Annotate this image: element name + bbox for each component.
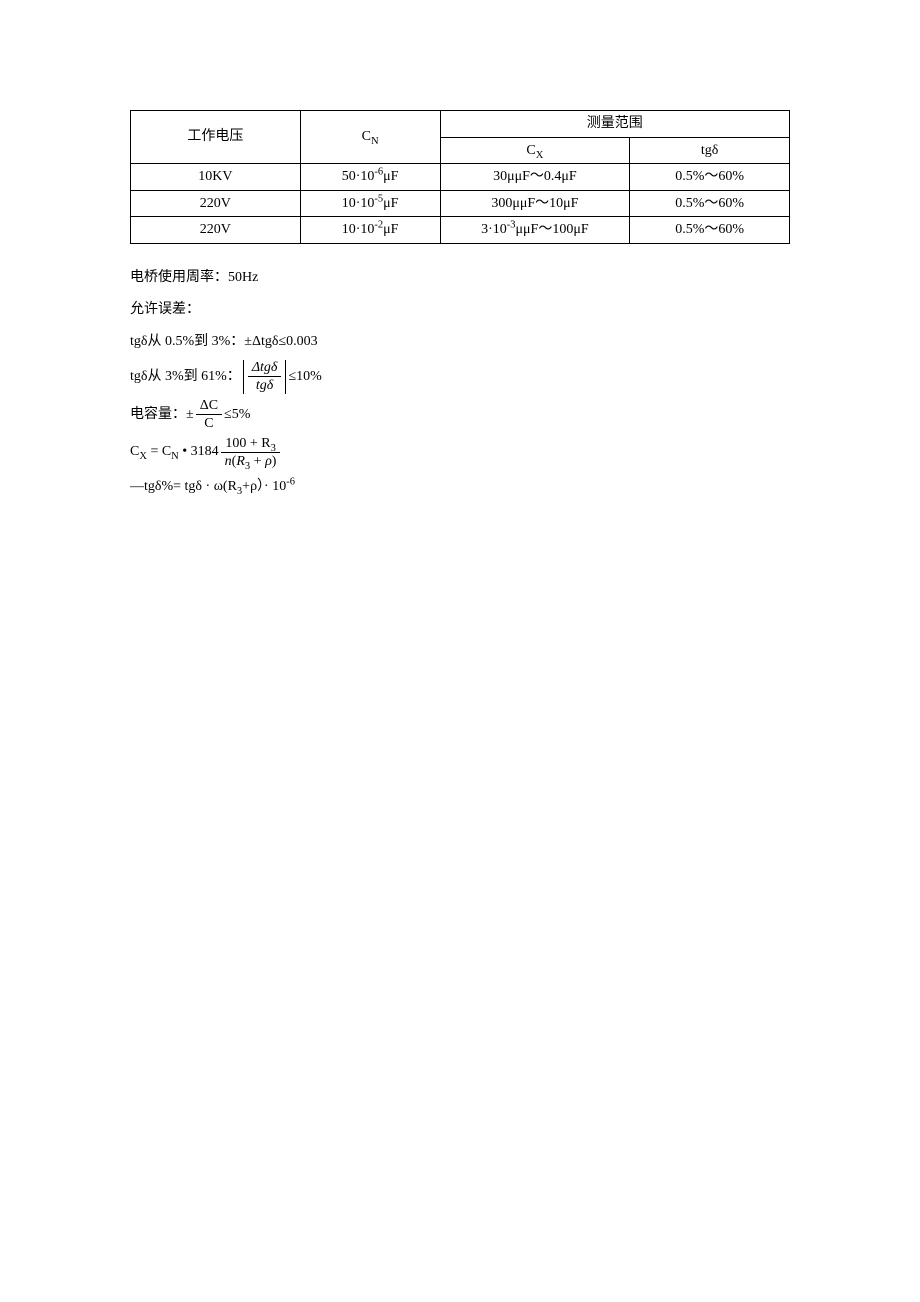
- fraction: Δtgδ tgδ: [248, 360, 282, 394]
- table-row: 220V 10·10-5μF 300μμF～10μF 0.5%～60%: [131, 190, 790, 217]
- cell-voltage: 220V: [131, 190, 301, 217]
- header-cx: CX: [440, 137, 630, 164]
- cell-voltage: 220V: [131, 217, 301, 244]
- cap-prefix: 电容量：±: [130, 401, 194, 429]
- cap-suffix: ≤5%: [224, 401, 250, 429]
- cell-tgd: 0.5%～60%: [630, 164, 790, 191]
- cx-prefix: CX = CN • 3184: [130, 438, 219, 466]
- header-range: 测量范围: [440, 111, 789, 138]
- cell-cx: 300μμF～10μF: [440, 190, 630, 217]
- cell-voltage: 10KV: [131, 164, 301, 191]
- frac-den: n(R3 + ρ): [221, 453, 281, 469]
- error2-prefix: tgδ从 3%到 61%：: [130, 363, 241, 391]
- line-error-label: 允许误差：: [130, 296, 790, 324]
- table-row: 220V 10·10-2μF 3·10-3μμF～100μF 0.5%～60%: [131, 217, 790, 244]
- fraction: ΔC C: [196, 398, 222, 432]
- table-header-row1: 工作电压 CN 测量范围: [131, 111, 790, 138]
- cell-cn: 50·10-6μF: [300, 164, 440, 191]
- line-frequency: 电桥使用周率：50Hz: [130, 264, 790, 292]
- line-error1: tgδ从 0.5%到 3%：±Δtgδ≤0.003: [130, 328, 790, 356]
- cell-cn: 10·10-5μF: [300, 190, 440, 217]
- cell-tgd: 0.5%～60%: [630, 190, 790, 217]
- line-formula-cx: CX = CN • 3184 100 + R3 n(R3 + ρ): [130, 436, 790, 470]
- fraction: 100 + R3 n(R3 + ρ): [221, 436, 281, 470]
- frac-num: Δtgδ: [248, 360, 282, 377]
- error2-suffix: ≤10%: [288, 363, 321, 391]
- abs-expression: Δtgδ tgδ: [241, 360, 289, 394]
- header-cn: CN: [300, 111, 440, 164]
- line-formula-tgd: —tgδ%= tgδ · ω(R3+ρ）· 10-6: [130, 473, 790, 501]
- line-capacitance: 电容量：± ΔC C ≤5%: [130, 398, 790, 432]
- header-tgd: tgδ: [630, 137, 790, 164]
- frac-den: C: [200, 415, 217, 431]
- table-row: 10KV 50·10-6μF 30μμF～0.4μF 0.5%～60%: [131, 164, 790, 191]
- cell-cx: 3·10-3μμF～100μF: [440, 217, 630, 244]
- cell-cx: 30μμF～0.4μF: [440, 164, 630, 191]
- frac-num: ΔC: [196, 398, 222, 415]
- header-voltage: 工作电压: [131, 111, 301, 164]
- line-error2: tgδ从 3%到 61%： Δtgδ tgδ ≤10%: [130, 360, 790, 394]
- cell-cn: 10·10-2μF: [300, 217, 440, 244]
- spec-table: 工作电压 CN 测量范围 CX tgδ 10KV 50·10-6μF 30μμF…: [130, 110, 790, 244]
- frac-den: tgδ: [252, 377, 277, 393]
- cell-tgd: 0.5%～60%: [630, 217, 790, 244]
- frac-num: 100 + R3: [221, 436, 279, 453]
- text-block: 电桥使用周率：50Hz 允许误差： tgδ从 0.5%到 3%：±Δtgδ≤0.…: [130, 264, 790, 501]
